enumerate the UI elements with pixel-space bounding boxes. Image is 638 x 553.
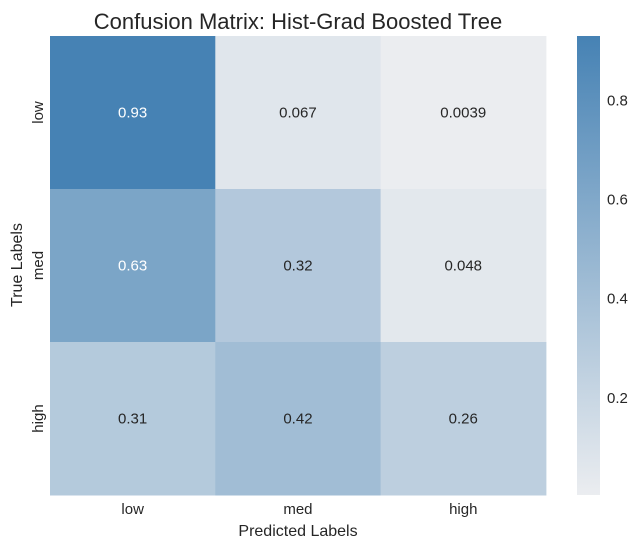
x-axis-label: Predicted Labels bbox=[238, 523, 357, 540]
heatmap-cell bbox=[380, 342, 547, 496]
heatmap-cell bbox=[50, 342, 216, 496]
x-tick-label: med bbox=[283, 501, 312, 518]
heatmap-cells: 0.93 0.067 0.0039 0.63 0.32 0.048 0.31 0.42 0.26 bbox=[50, 36, 547, 496]
heatmap-cell bbox=[50, 36, 216, 190]
cell-value-label: 0.048 bbox=[444, 258, 482, 275]
cell-value-label: 0.26 bbox=[449, 411, 478, 428]
cell-value-label: 0.42 bbox=[283, 411, 312, 428]
cell-value-label: 0.93 bbox=[118, 105, 147, 122]
heatmap-cell bbox=[215, 36, 382, 190]
heatmap-cell bbox=[380, 189, 547, 343]
y-tick-labels: low med high bbox=[30, 101, 47, 433]
heatmap-cell bbox=[215, 189, 382, 343]
heatmap-cell bbox=[215, 342, 382, 496]
x-tick-label: low bbox=[121, 501, 144, 518]
y-tick-label: high bbox=[30, 404, 47, 432]
y-axis-label: True Labels bbox=[9, 223, 26, 307]
colorbar-tick-label: 0.2 bbox=[607, 390, 628, 407]
heatmap-cell bbox=[380, 36, 547, 190]
x-tick-label: high bbox=[449, 501, 477, 518]
cell-value-label: 0.32 bbox=[283, 258, 312, 275]
colorbar-ticks: 0.2 0.4 0.6 0.8 bbox=[607, 92, 628, 406]
colorbar bbox=[577, 36, 600, 495]
x-tick-labels: low med high bbox=[121, 501, 477, 518]
cell-value-label: 0.067 bbox=[279, 105, 317, 122]
colorbar-tick-label: 0.4 bbox=[607, 291, 628, 308]
colorbar-tick-label: 0.8 bbox=[607, 92, 628, 109]
cell-value-label: 0.0039 bbox=[440, 105, 486, 122]
heatmap-cell bbox=[50, 189, 216, 343]
chart-title: Confusion Matrix: Hist-Grad Boosted Tree bbox=[94, 9, 502, 34]
cell-value-label: 0.63 bbox=[118, 258, 147, 275]
y-tick-label: low bbox=[30, 101, 47, 124]
colorbar-tick-label: 0.6 bbox=[607, 192, 628, 209]
y-tick-label: med bbox=[30, 251, 47, 280]
cell-value-label: 0.31 bbox=[118, 411, 147, 428]
